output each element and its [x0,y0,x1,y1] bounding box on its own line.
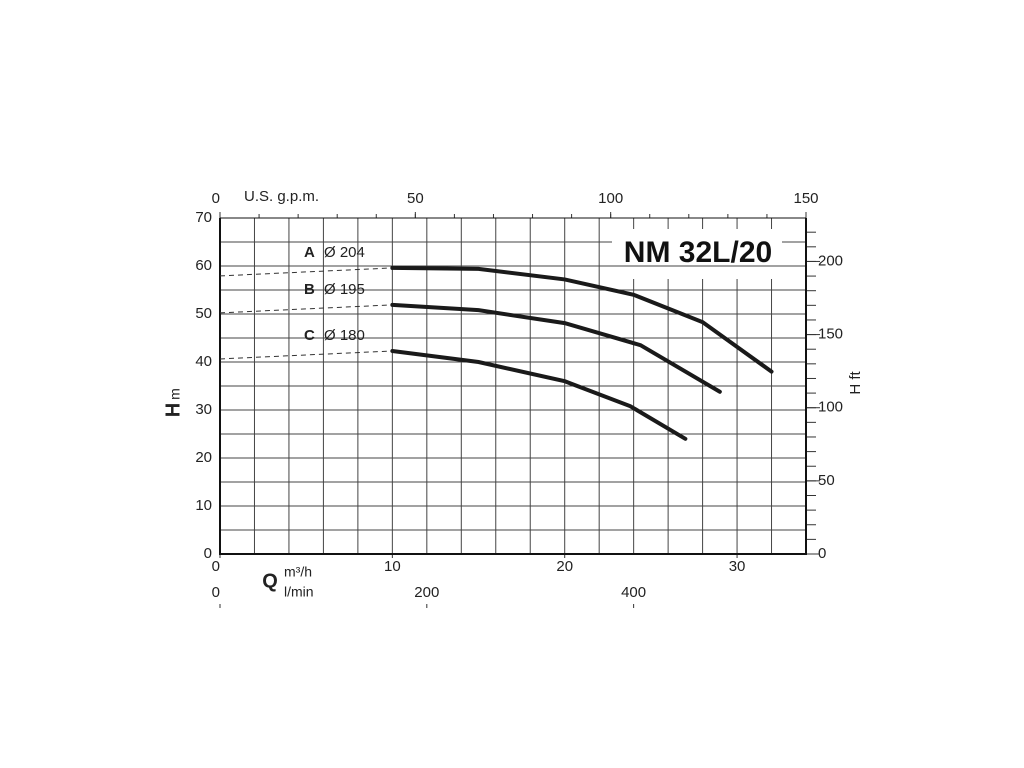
curve-name: A [304,244,315,261]
y-tick-label: 40 [195,353,212,370]
y2-tick-label: 0 [818,545,826,562]
curve-name: C [304,327,315,344]
x-axis-unit: m³/h [284,564,312,580]
plot-frame [219,218,807,555]
y2-tick-label: 100 [818,399,843,416]
y-tick-label: 10 [195,497,212,514]
x-tick-label: 0 [212,558,220,575]
curve-name: B [304,281,315,298]
x2-tick-label: 200 [414,584,439,601]
y2-tick-label: 150 [818,326,843,343]
x-tick-label: 30 [729,558,746,575]
curve [390,302,722,394]
y-tick-label: 30 [195,401,212,418]
curve-label: Ø 204 [324,244,365,261]
x2-tick-label: 0 [212,584,220,601]
extension [219,350,393,360]
y2-tick-label: 200 [818,252,843,269]
top-tick-label: 50 [407,190,424,207]
y-tick-label: 50 [195,305,212,322]
x-axis-label: Q [262,570,278,592]
y-axis-unit: m [167,388,183,400]
curve-label: Ø 180 [324,327,365,344]
curve [390,265,774,374]
top-axis-label: U.S. g.p.m. [244,188,319,205]
y2-tick-label: 50 [818,472,835,489]
curve [390,348,688,441]
extension [219,267,393,277]
y-axis-label: H [162,403,184,417]
chart-title: NM 32L/20 [624,236,772,269]
top-tick-label: 100 [598,190,623,207]
x2-axis-unit: l/min [284,584,314,600]
extension [219,304,393,314]
y2-axis-label: H ft [847,371,864,395]
x-tick-label: 20 [556,558,573,575]
y-tick-label: 60 [195,257,212,274]
x2-tick-label: 400 [621,584,646,601]
y-tick-label: 20 [195,449,212,466]
curve-label: Ø 195 [324,281,365,298]
title-box [612,229,782,279]
top-tick-label: 0 [212,190,220,207]
top-tick-label: 150 [793,190,818,207]
x-tick-label: 10 [384,558,401,575]
y-tick-label: 70 [195,209,212,226]
y-tick-label: 0 [204,545,212,562]
